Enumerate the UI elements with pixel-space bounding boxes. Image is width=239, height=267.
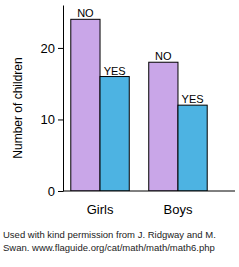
series-label: NO [155,50,172,62]
y-tick: 0 [48,184,63,199]
y-axis-line [63,6,64,192]
x-tick-label: Boys [164,202,193,217]
caption: Swan. www.flaguide.org/cat/math/math/mat… [3,242,215,253]
y-tick-label: 0 [48,184,55,199]
bar [100,77,129,191]
y-tick-mark [58,48,63,49]
x-tick-label: Girls [87,202,114,217]
y-tick: 10 [41,112,63,127]
bar [178,105,207,191]
caption: Used with kind permission from J. Ridgwa… [3,229,216,240]
bar [149,62,178,191]
series-label: YES [182,93,204,105]
y-tick-mark [58,119,63,120]
y-axis-title: Number of children [11,57,25,158]
y-axis: 0 10 20 [41,6,64,199]
y-tick: 20 [41,41,63,56]
x-tick: Girls [87,191,114,217]
chart: NO NO YES YES 0 10 20 Girls Boys Number of childr… [0,0,239,267]
y-tick-label: 10 [41,112,55,127]
series-label: YES [104,65,126,77]
x-axis: Girls Boys [63,191,235,217]
bars [71,19,207,191]
y-tick-label: 20 [41,41,55,56]
x-axis-line [63,191,235,192]
bar [71,19,100,191]
series-label: NO [77,7,94,19]
y-tick-mark [58,191,63,192]
bar-labels: NO NO YES YES [77,7,203,105]
x-tick: Boys [164,191,193,217]
